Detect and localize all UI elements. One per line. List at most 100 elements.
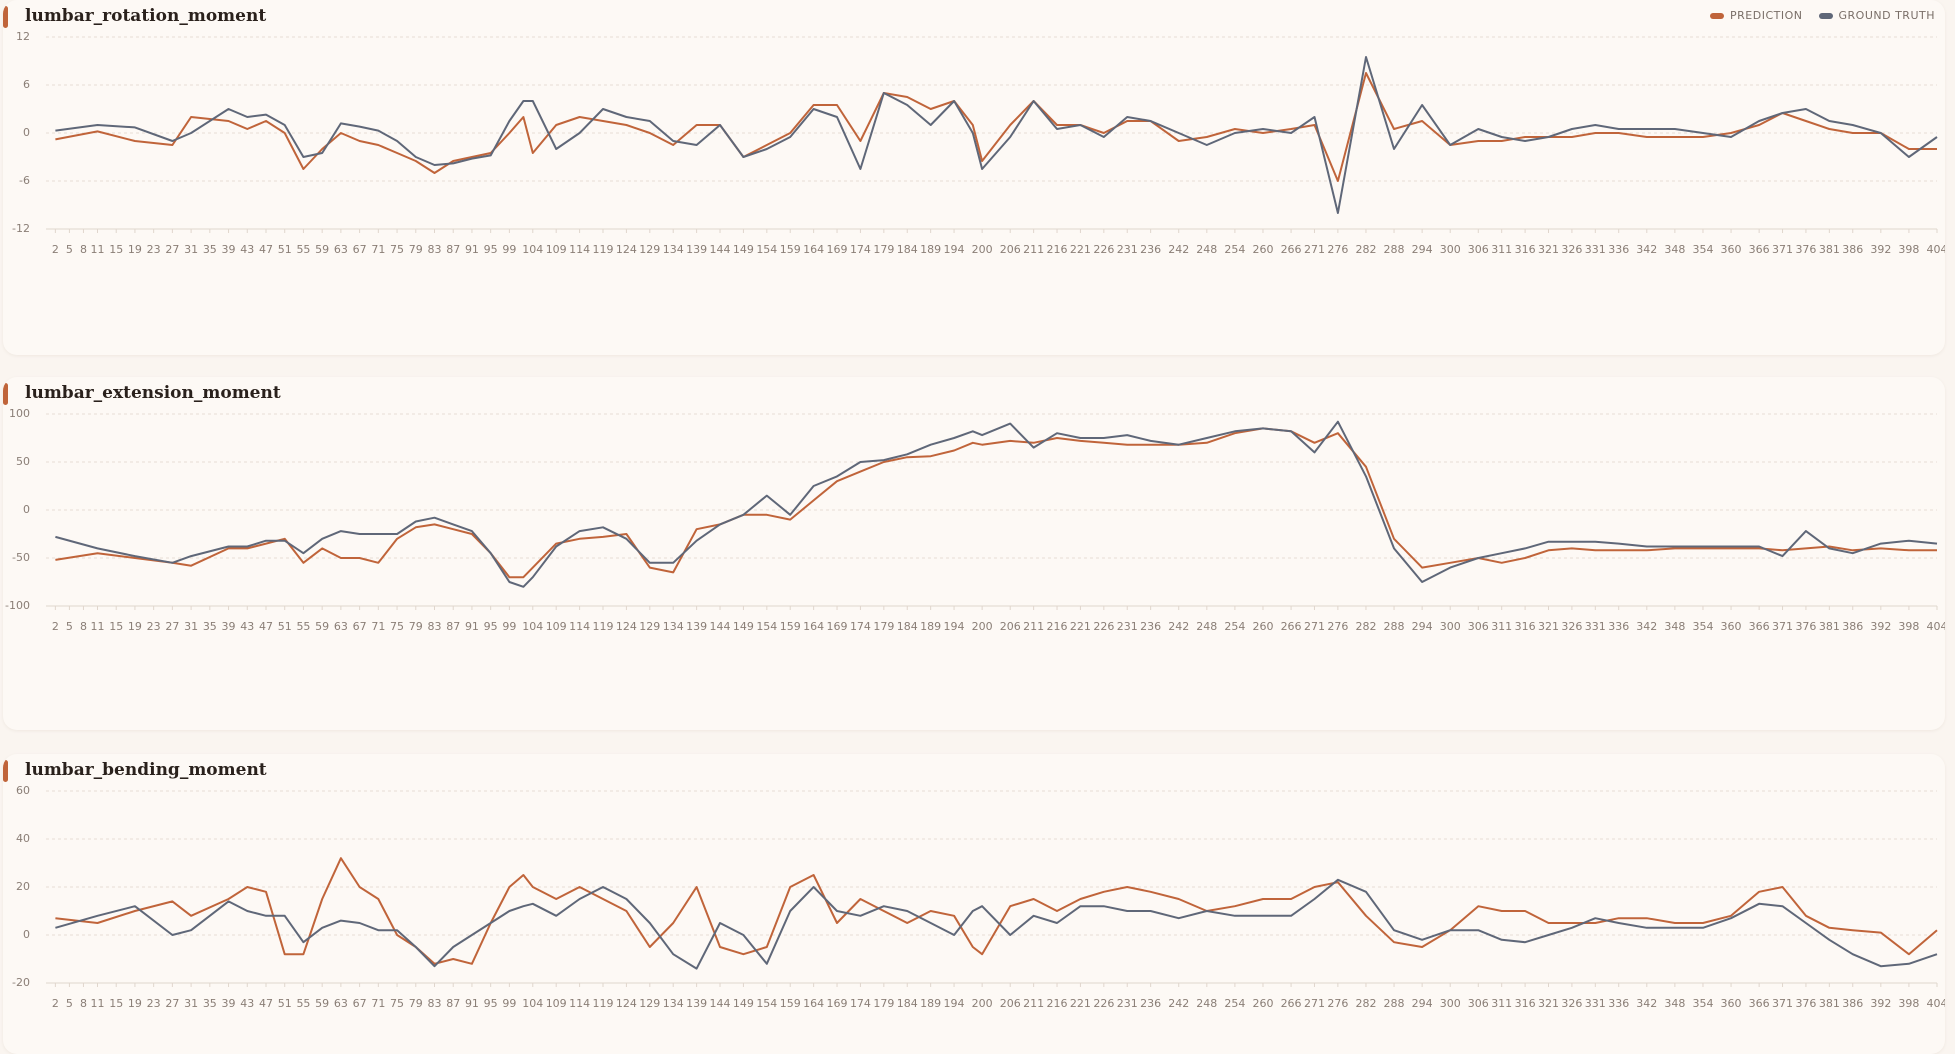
x-tick-label: 231 xyxy=(1117,620,1138,633)
x-tick-label: 23 xyxy=(147,620,161,633)
x-tick-label: 294 xyxy=(1412,620,1433,633)
x-tick-label: 342 xyxy=(1636,243,1657,256)
y-tick-label: 6 xyxy=(23,78,30,91)
x-tick-label: 294 xyxy=(1412,243,1433,256)
x-tick-label: 39 xyxy=(222,620,236,633)
x-tick-label: 260 xyxy=(1252,243,1273,256)
x-tick-label: 226 xyxy=(1093,620,1114,633)
x-tick-label: 47 xyxy=(259,997,273,1010)
title-accent xyxy=(3,6,8,28)
x-tick-label: 15 xyxy=(109,997,123,1010)
x-tick-label: 51 xyxy=(278,620,292,633)
x-tick-label: 95 xyxy=(484,997,498,1010)
x-tick-label: 11 xyxy=(90,997,104,1010)
x-tick-label: 226 xyxy=(1093,997,1114,1010)
x-tick-label: 271 xyxy=(1304,997,1325,1010)
x-tick-label: 266 xyxy=(1281,997,1302,1010)
x-tick-label: 139 xyxy=(686,997,707,1010)
x-tick-label: 87 xyxy=(446,997,460,1010)
x-tick-label: 311 xyxy=(1491,620,1512,633)
x-tick-label: 129 xyxy=(639,997,660,1010)
x-tick-label: 134 xyxy=(663,997,684,1010)
x-tick-label: 242 xyxy=(1168,620,1189,633)
x-tick-label: 331 xyxy=(1585,620,1606,633)
x-tick-label: 35 xyxy=(203,620,217,633)
chart-panel: lumbar_bending_moment -20 0 20 40 60 2 5 8 11 15 19… xyxy=(3,754,1945,1054)
x-tick-label: 27 xyxy=(165,620,179,633)
y-tick-label: 20 xyxy=(16,880,30,893)
x-tick-label: 326 xyxy=(1561,620,1582,633)
x-tick-label: 159 xyxy=(780,620,801,633)
x-tick-label: 200 xyxy=(972,243,993,256)
x-tick-label: 15 xyxy=(109,243,123,256)
x-tick-label: 354 xyxy=(1692,620,1713,633)
x-tick-label: 63 xyxy=(334,620,348,633)
x-tick-label: 194 xyxy=(944,243,965,256)
x-tick-label: 404 xyxy=(1927,243,1946,256)
x-tick-label: 11 xyxy=(90,620,104,633)
x-tick-label: 71 xyxy=(371,243,385,256)
chart-panel: lumbar_extension_moment -100 -50 0 50 100 2 5 8 1… xyxy=(3,377,1945,730)
x-tick-label: 71 xyxy=(371,997,385,1010)
x-tick-label: 300 xyxy=(1440,997,1461,1010)
x-tick-label: 376 xyxy=(1795,243,1816,256)
y-tick-label: -20 xyxy=(12,976,30,989)
x-tick-label: 354 xyxy=(1692,997,1713,1010)
x-tick-label: 392 xyxy=(1870,243,1891,256)
chart: -20 0 20 40 60 2 5 8 11 15 19 23 27 31 35 39 43 47 51 55 59 6… xyxy=(12,784,1945,1010)
x-tick-label: 23 xyxy=(147,997,161,1010)
x-tick-label: 276 xyxy=(1327,997,1348,1010)
x-tick-label: 398 xyxy=(1898,997,1919,1010)
legend-label: GROUND TRUTH xyxy=(1838,9,1935,22)
x-tick-label: 366 xyxy=(1749,243,1770,256)
x-tick-label: 254 xyxy=(1224,997,1245,1010)
x-tick-label: 331 xyxy=(1585,997,1606,1010)
x-tick-label: 159 xyxy=(780,997,801,1010)
x-tick-label: 321 xyxy=(1538,997,1559,1010)
x-tick-label: 114 xyxy=(569,620,590,633)
x-tick-label: 189 xyxy=(920,997,941,1010)
x-tick-label: 47 xyxy=(259,620,273,633)
x-tick-label: 114 xyxy=(569,997,590,1010)
x-tick-label: 99 xyxy=(502,620,516,633)
x-tick-label: 206 xyxy=(1000,997,1021,1010)
x-tick-label: 83 xyxy=(427,620,441,633)
x-tick-label: 169 xyxy=(827,243,848,256)
x-tick-label: 271 xyxy=(1304,620,1325,633)
x-tick-label: 221 xyxy=(1070,243,1091,256)
x-tick-label: 254 xyxy=(1224,620,1245,633)
x-tick-label: 371 xyxy=(1772,243,1793,256)
x-tick-label: 231 xyxy=(1117,243,1138,256)
x-tick-label: 43 xyxy=(240,620,254,633)
x-tick-label: 83 xyxy=(427,243,441,256)
x-tick-label: 144 xyxy=(710,997,731,1010)
x-tick-label: 159 xyxy=(780,243,801,256)
x-tick-label: 75 xyxy=(390,997,404,1010)
x-tick-label: 19 xyxy=(128,620,142,633)
x-tick-label: 149 xyxy=(733,620,754,633)
x-tick-label: 216 xyxy=(1047,620,1068,633)
x-tick-label: 124 xyxy=(616,997,637,1010)
x-tick-label: 164 xyxy=(803,997,824,1010)
x-tick-label: 67 xyxy=(353,997,367,1010)
legend-label: PREDICTION xyxy=(1730,9,1803,22)
series-line xyxy=(55,857,1938,965)
x-tick-label: 75 xyxy=(390,243,404,256)
x-tick-label: 381 xyxy=(1819,997,1840,1010)
x-tick-label: 326 xyxy=(1561,997,1582,1010)
x-tick-label: 35 xyxy=(203,997,217,1010)
x-tick-label: 354 xyxy=(1692,243,1713,256)
x-tick-label: 164 xyxy=(803,620,824,633)
chart-title: lumbar_bending_moment xyxy=(25,760,267,780)
x-tick-label: 179 xyxy=(873,243,894,256)
x-tick-label: 47 xyxy=(259,243,273,256)
x-tick-label: 109 xyxy=(546,620,567,633)
x-tick-label: 59 xyxy=(315,997,329,1010)
x-tick-label: 114 xyxy=(569,243,590,256)
y-tick-label: -100 xyxy=(5,599,30,612)
x-tick-label: 386 xyxy=(1842,620,1863,633)
x-tick-label: 154 xyxy=(756,243,777,256)
x-tick-label: 8 xyxy=(80,997,87,1010)
y-tick-label: 0 xyxy=(23,503,30,516)
